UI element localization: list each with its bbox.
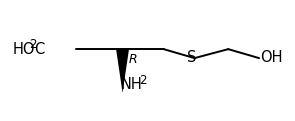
Text: S: S <box>187 50 196 65</box>
Polygon shape <box>116 49 129 93</box>
Text: OH: OH <box>260 50 283 65</box>
Text: 2: 2 <box>139 74 147 87</box>
Text: HO: HO <box>12 42 35 57</box>
Text: 2: 2 <box>30 38 37 51</box>
Text: NH: NH <box>121 77 143 92</box>
Text: C: C <box>35 42 45 57</box>
Text: R: R <box>128 53 137 66</box>
